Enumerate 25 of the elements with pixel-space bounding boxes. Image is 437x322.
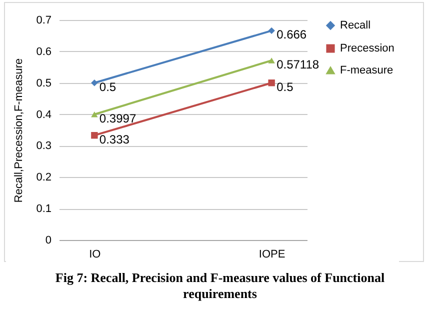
- y-tick-label: 0.7: [36, 14, 52, 26]
- data-label: 0.5: [276, 80, 294, 94]
- data-label: 0.333: [99, 132, 130, 146]
- point: [268, 80, 275, 86]
- point: [268, 27, 275, 34]
- legend-label: Recall: [340, 20, 371, 32]
- y-tick-label: 0.3: [36, 140, 52, 152]
- y-tick-label: 0.4: [36, 108, 52, 121]
- legend-label: Precession: [340, 42, 394, 54]
- y-axis-title: Recall,Precession,F-measure: [13, 58, 26, 203]
- y-tick-label: 0.5: [36, 77, 52, 90]
- data-label: 0.666: [276, 28, 307, 42]
- x-tick-label: IO: [89, 248, 102, 260]
- data-label: 0.5: [99, 80, 116, 94]
- y-tick-label: 0: [45, 234, 52, 246]
- y-tick-label: 0.2: [36, 172, 52, 184]
- point: [91, 132, 98, 139]
- point: [91, 80, 98, 86]
- x-tick-label: IOPE: [258, 248, 286, 260]
- legend-label: F-measure: [340, 64, 394, 76]
- y-tick-label: 0.6: [36, 46, 52, 58]
- data-label: 0.57118: [276, 57, 320, 72]
- caption: Fig 7: Recall, Precision and F-measure values of Functional requirements: [54, 270, 386, 302]
- y-tick-label: 0.1: [36, 203, 52, 216]
- data-label: 0.3997: [99, 111, 136, 126]
